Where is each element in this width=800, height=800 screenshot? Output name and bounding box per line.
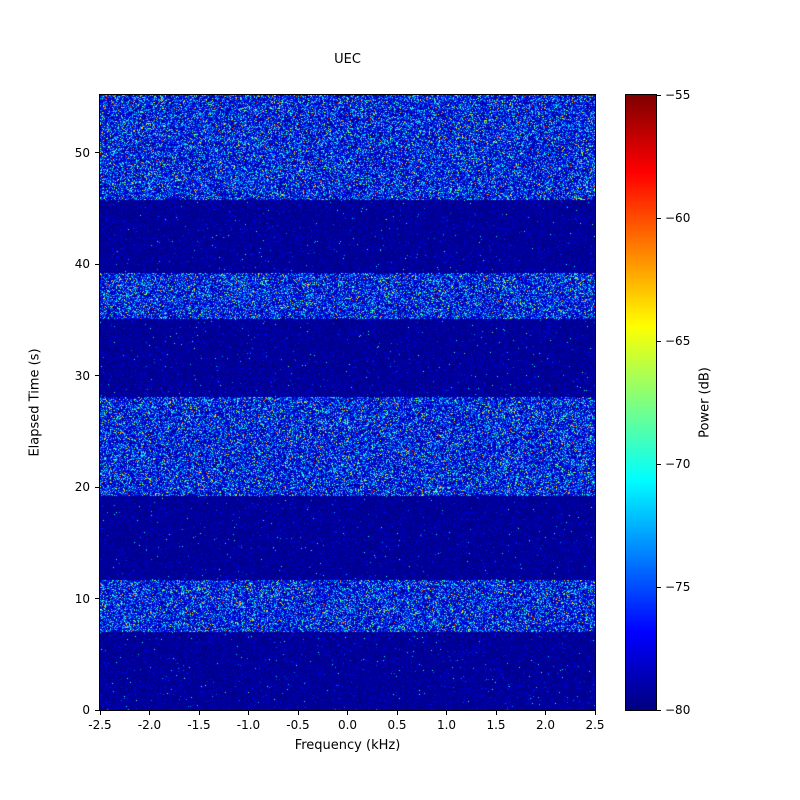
colorbar-tick [657,587,661,588]
x-tick [397,711,398,715]
colorbar-tick-label: −55 [665,88,705,102]
x-axis-label: Frequency (kHz) [100,738,595,753]
colorbar-tick [657,710,661,711]
x-tick [298,711,299,715]
x-tick-label: -2.0 [128,718,172,732]
y-tick [95,487,99,488]
colorbar-tick [657,95,661,96]
y-axis-label: Elapsed Time (s) [28,123,43,683]
y-tick [95,152,99,153]
colorbar-tick [657,341,661,342]
y-tick-label: 0 [46,703,90,717]
spectrogram-plot-area [99,94,596,711]
x-tick-label: 1.5 [474,718,518,732]
x-tick [100,711,101,715]
x-tick-label: -1.0 [227,718,271,732]
x-tick [149,711,150,715]
x-tick-label: -1.5 [177,718,221,732]
x-tick-label: 0.5 [375,718,419,732]
x-tick-label: 1.0 [425,718,469,732]
x-tick-label: -2.5 [78,718,122,732]
colorbar-tick-label: −80 [665,703,705,717]
x-tick-label: 0.0 [326,718,370,732]
y-tick-label: 50 [46,146,90,160]
y-tick-label: 40 [46,257,90,271]
x-tick [347,711,348,715]
y-tick-label: 20 [46,480,90,494]
colorbar-tick [657,218,661,219]
y-tick [95,710,99,711]
x-tick [199,711,200,715]
y-tick-label: 30 [46,369,90,383]
y-tick [95,264,99,265]
y-tick-label: 10 [46,592,90,606]
spectrogram-figure: UEC Center freq. (MHz) : 108.900000 Star… [0,0,800,800]
x-tick-label: 2.5 [573,718,617,732]
figure-title: UEC [100,50,595,69]
colorbar-tick [657,464,661,465]
colorbar-canvas [626,95,656,710]
x-tick [545,711,546,715]
x-tick-label: -0.5 [276,718,320,732]
x-tick [496,711,497,715]
x-tick-label: 2.0 [524,718,568,732]
x-tick [446,711,447,715]
colorbar-label: Power (dB) [698,123,713,683]
spectrogram-canvas [100,95,595,710]
x-tick [595,711,596,715]
y-tick [95,598,99,599]
x-tick [248,711,249,715]
colorbar [625,94,657,711]
y-tick [95,375,99,376]
